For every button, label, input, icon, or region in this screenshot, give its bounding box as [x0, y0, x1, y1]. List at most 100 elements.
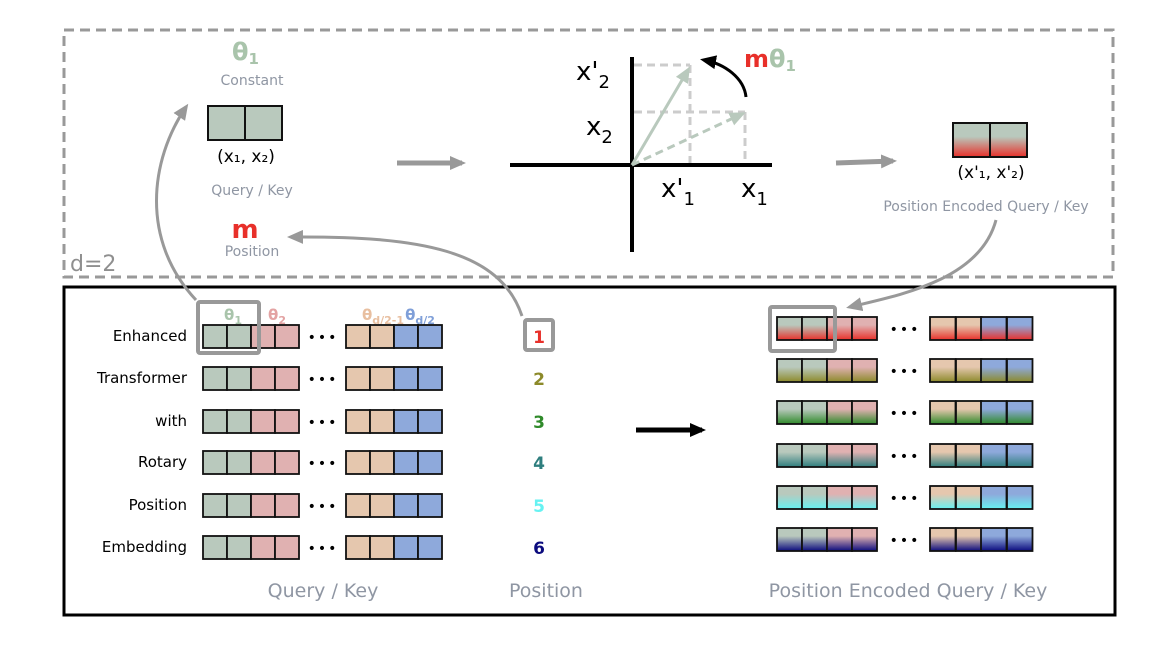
- projection-lines: [634, 63, 747, 163]
- encoded-cell: [955, 485, 983, 510]
- query-key-cell: [393, 493, 419, 518]
- query-key-cell: [417, 366, 443, 391]
- encoded-cell: [801, 316, 828, 341]
- position-label-top: Position: [225, 244, 280, 260]
- output-cell-2: [989, 122, 1028, 158]
- query-key-cell: [345, 324, 371, 349]
- encoded-cell: [980, 316, 1008, 341]
- ellipsis: •••: [890, 449, 921, 465]
- query-key-cell: [250, 366, 276, 391]
- encoded-cell: [1006, 400, 1034, 425]
- query-key-cell: [202, 535, 228, 560]
- encoded-cell: [980, 443, 1008, 468]
- encoded-cell: [929, 443, 957, 468]
- theta-header-4: θd/2: [405, 306, 435, 327]
- query-key-cell: [250, 535, 276, 560]
- query-key-cell: [393, 450, 419, 475]
- query-key-cell: [393, 409, 419, 434]
- input-cell-2: [244, 105, 283, 141]
- encoded-cell: [955, 358, 983, 383]
- position-number: 3: [533, 413, 545, 433]
- encoded-cell: [851, 527, 878, 552]
- ellipsis: •••: [890, 322, 921, 338]
- position-link-arrow: [287, 229, 524, 317]
- encoded-cell: [1006, 527, 1034, 552]
- axis-label-x1: x1: [741, 174, 768, 210]
- query-key-cell: [250, 409, 276, 434]
- sequence-frame: [62, 285, 1117, 617]
- ellipsis: •••: [890, 533, 921, 549]
- ellipsis: •••: [890, 406, 921, 422]
- input-pair-label: (x₁, x₂): [217, 147, 275, 167]
- query-key-cell: [369, 493, 395, 518]
- query-key-row: with •••: [155, 409, 443, 434]
- theta-link-arrow: [155, 103, 198, 302]
- encoded-cell: [980, 527, 1008, 552]
- query-key-cell: [274, 450, 300, 475]
- query-key-cell: [393, 366, 419, 391]
- ellipsis: •••: [308, 415, 339, 431]
- query-key-cell: [226, 409, 252, 434]
- theta1-highlight-box: [196, 300, 261, 355]
- m-label: m: [231, 215, 258, 245]
- position-number: 2: [533, 370, 545, 390]
- ellipsis: •••: [308, 330, 339, 346]
- ellipsis: •••: [308, 372, 339, 388]
- encoded-cell: [801, 527, 828, 552]
- query-key-cell: [274, 366, 300, 391]
- position-number: 5: [533, 497, 545, 517]
- encoded-cell: [929, 358, 957, 383]
- rotation-arrow: [700, 55, 748, 98]
- query-key-cell: [274, 535, 300, 560]
- query-key-cell: [417, 493, 443, 518]
- encoded-cell: [1006, 485, 1034, 510]
- encoded-cell: [851, 443, 878, 468]
- theta-header-2: θ2: [268, 306, 286, 327]
- query-key-cell: [202, 450, 228, 475]
- encoded-cell: [826, 443, 853, 468]
- encoded-cell: [776, 400, 803, 425]
- query-key-cell: [345, 535, 371, 560]
- query-key-cell: [369, 450, 395, 475]
- query-key-cell: [226, 493, 252, 518]
- encoded-cell: [980, 485, 1008, 510]
- theta-header-3: θd/2-1: [362, 306, 404, 327]
- ellipsis: •••: [890, 364, 921, 380]
- query-key-row: Enhanced •••: [113, 324, 443, 349]
- query-key-cell: [250, 493, 276, 518]
- query-key-cell: [250, 324, 276, 349]
- query-key-cell: [369, 366, 395, 391]
- original-vector: [631, 112, 746, 167]
- encoded-row: •••: [776, 527, 1034, 552]
- position1-highlight-box: [523, 318, 555, 352]
- output-cell-1: [952, 122, 991, 158]
- encoded-cell: [826, 527, 853, 552]
- encoded-cell: [1006, 316, 1034, 341]
- query-key-cell: [202, 493, 228, 518]
- query-key-cell: [393, 535, 419, 560]
- d2-dashed-frame: [62, 28, 1115, 279]
- encoded-cell: [955, 443, 983, 468]
- token-label: Embedding: [102, 538, 187, 556]
- encoded-cell: [826, 485, 853, 510]
- encoded-cell: [801, 358, 828, 383]
- encoded-cell: [801, 443, 828, 468]
- query-key-row: Embedding •••: [102, 535, 443, 560]
- encoded-cell: [980, 358, 1008, 383]
- encoded-cell: [929, 316, 957, 341]
- encoded-cell: [929, 400, 957, 425]
- query-key-cell: [369, 409, 395, 434]
- query-key-cell: [345, 409, 371, 434]
- query-key-cell: [417, 450, 443, 475]
- encoded-row: •••: [776, 443, 1034, 468]
- position-number: 6: [533, 539, 545, 559]
- query-key-cell: [417, 324, 443, 349]
- encoded-cell: [851, 358, 878, 383]
- encoded-cell: [980, 400, 1008, 425]
- encoded-cell: [776, 316, 803, 341]
- encoded-cell: [826, 400, 853, 425]
- output-highlight-box: [768, 305, 837, 353]
- query-key-cell: [274, 409, 300, 434]
- encoded-cell: [851, 316, 878, 341]
